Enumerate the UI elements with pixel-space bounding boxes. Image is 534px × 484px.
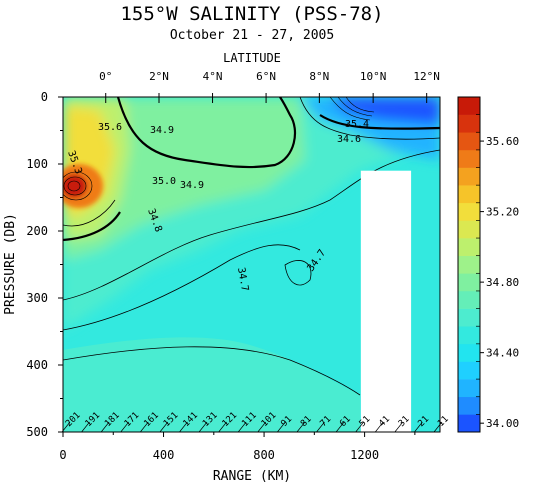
station-tick xyxy=(100,421,110,433)
colorbar-swatch xyxy=(458,343,480,362)
contour-label: 35.4 xyxy=(345,119,369,130)
lat-tick-label: 8°N xyxy=(309,70,329,83)
chart-title: 155°W SALINITY (PSS-78) xyxy=(120,3,383,25)
missing-data-region xyxy=(360,170,412,432)
station-tick xyxy=(355,421,364,433)
y-tick-label: 400 xyxy=(26,358,48,372)
contour-line-2 xyxy=(63,244,301,331)
contour-dense-3 xyxy=(345,97,375,113)
colorbar-swatch xyxy=(458,414,480,433)
colorbar-label: 34.00 xyxy=(486,417,519,430)
station-tick xyxy=(335,421,345,433)
colorbar-swatch xyxy=(458,114,480,133)
contour-line-5 xyxy=(63,199,116,227)
station-tick xyxy=(296,421,306,433)
lat-tick-label: 10°N xyxy=(360,70,387,83)
colorbar-label: 35.20 xyxy=(486,206,519,219)
missing-data-layer xyxy=(360,170,412,432)
contour-dense-1 xyxy=(329,97,371,121)
chart-subtitle: October 21 - 27, 2005 xyxy=(170,28,334,43)
x-tick-label: 1200 xyxy=(350,448,379,462)
lat-tick-label: 4°N xyxy=(203,70,223,83)
contour-label: 34.6 xyxy=(337,134,361,145)
lat-tick-label: 0° xyxy=(99,70,112,83)
field-high-core-inner xyxy=(63,174,87,198)
contour-thick-3 xyxy=(319,114,440,130)
axes-layer: 0 400 800 1200 0 100 200 300 400 500 0° 2°N 4°N 6°N 8°… xyxy=(26,70,440,462)
colorbar-swatch xyxy=(458,97,480,115)
contour-core-3 xyxy=(67,180,81,192)
contour-core-2 xyxy=(63,176,87,196)
contour-label: 34.7 xyxy=(235,267,250,293)
colorbar-label: 34.40 xyxy=(486,347,519,360)
x-axis-label: RANGE (KM) xyxy=(213,469,291,484)
x-tick-label: 0 xyxy=(59,448,66,462)
contour-line-6 xyxy=(299,97,440,140)
station-tick xyxy=(198,421,208,433)
station-tick xyxy=(414,421,423,433)
colorbar-swatch xyxy=(458,273,480,292)
colorbar-swatch xyxy=(458,326,480,345)
colorbar-frame xyxy=(457,96,481,433)
colorbar-label: 35.60 xyxy=(486,135,519,148)
colorbar-swatch xyxy=(458,132,480,151)
contour-thick-1 xyxy=(116,97,297,169)
y-tick-label: 100 xyxy=(26,157,48,171)
lat-tick-label: 6°N xyxy=(256,70,276,83)
colorbar-swatch xyxy=(458,238,480,256)
station-tick xyxy=(218,421,227,433)
contour-line-3 xyxy=(63,346,361,396)
contour-label: 35.0 xyxy=(152,176,176,187)
colorbar-swatch xyxy=(458,202,480,221)
contour-line-4 xyxy=(284,260,312,286)
station-tick xyxy=(433,421,443,433)
y-tick-label: 200 xyxy=(26,224,48,238)
lat-tick-label: 12°N xyxy=(413,70,440,83)
station-tick xyxy=(159,421,169,433)
colorbar-swatch xyxy=(458,361,480,380)
colorbar-swatch xyxy=(458,149,480,168)
lat-tick-label: 2°N xyxy=(149,70,169,83)
field-lower-tongue xyxy=(63,337,360,432)
contour-dense-2 xyxy=(337,97,373,117)
colorbar-swatch xyxy=(458,185,480,204)
station-tick xyxy=(81,421,90,433)
station-tick xyxy=(237,421,247,433)
contour-thick-2 xyxy=(63,211,121,242)
station-tick xyxy=(277,421,286,433)
colorbar-swatch xyxy=(458,379,480,398)
station-tick xyxy=(374,421,384,433)
contour-core-1 xyxy=(63,171,93,201)
station-tick xyxy=(394,421,404,433)
field-east-freshest xyxy=(330,97,440,125)
y-tick-label: 300 xyxy=(26,291,48,305)
colorbar-swatch xyxy=(458,220,480,239)
top-axis-label: LATITUDE xyxy=(223,51,281,65)
contour-label: 34.9 xyxy=(180,180,204,191)
station-tick xyxy=(179,421,188,433)
colorbar-swatch xyxy=(458,255,480,274)
y-axis-label: PRESSURE (DB) xyxy=(3,213,18,315)
station-tick xyxy=(316,421,325,433)
contour-label: 34.9 xyxy=(150,125,174,136)
colorbar-swatch xyxy=(458,167,480,186)
colorbar-swatch xyxy=(458,308,480,327)
station-tick xyxy=(140,421,149,433)
colorbar-swatch xyxy=(458,396,480,415)
x-tick-label: 400 xyxy=(153,448,175,462)
colorbar-label: 34.80 xyxy=(486,276,519,289)
contour-label: 35.6 xyxy=(98,122,122,133)
colorbar-swatch xyxy=(458,290,480,309)
x-tick-label: 800 xyxy=(253,448,275,462)
station-tick xyxy=(257,421,267,433)
colorbar: 34.00 34.40 34.80 35.20 35.60 xyxy=(457,96,519,433)
station-tick xyxy=(120,421,130,433)
y-tick-label: 0 xyxy=(41,90,48,104)
y-tick-label: 500 xyxy=(26,425,48,439)
